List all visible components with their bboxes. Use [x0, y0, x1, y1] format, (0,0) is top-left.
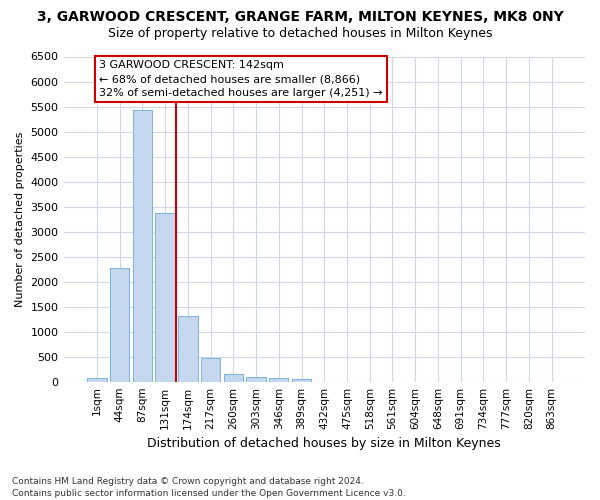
Bar: [269, 378, 289, 382]
Bar: [201, 358, 220, 382]
Bar: [247, 377, 266, 382]
Bar: [178, 316, 197, 382]
Bar: [133, 110, 152, 382]
Y-axis label: Number of detached properties: Number of detached properties: [15, 132, 25, 307]
Text: 3 GARWOOD CRESCENT: 142sqm
← 68% of detached houses are smaller (8,866)
32% of s: 3 GARWOOD CRESCENT: 142sqm ← 68% of deta…: [99, 60, 383, 98]
Bar: [292, 379, 311, 382]
Text: Size of property relative to detached houses in Milton Keynes: Size of property relative to detached ho…: [108, 28, 492, 40]
Bar: [224, 374, 243, 382]
Bar: [87, 378, 107, 382]
Text: Contains HM Land Registry data © Crown copyright and database right 2024.: Contains HM Land Registry data © Crown c…: [12, 477, 364, 486]
Bar: [155, 212, 175, 382]
Text: 3, GARWOOD CRESCENT, GRANGE FARM, MILTON KEYNES, MK8 0NY: 3, GARWOOD CRESCENT, GRANGE FARM, MILTON…: [37, 10, 563, 24]
Text: Contains public sector information licensed under the Open Government Licence v3: Contains public sector information licen…: [12, 488, 406, 498]
Bar: [110, 268, 130, 382]
X-axis label: Distribution of detached houses by size in Milton Keynes: Distribution of detached houses by size …: [148, 437, 501, 450]
